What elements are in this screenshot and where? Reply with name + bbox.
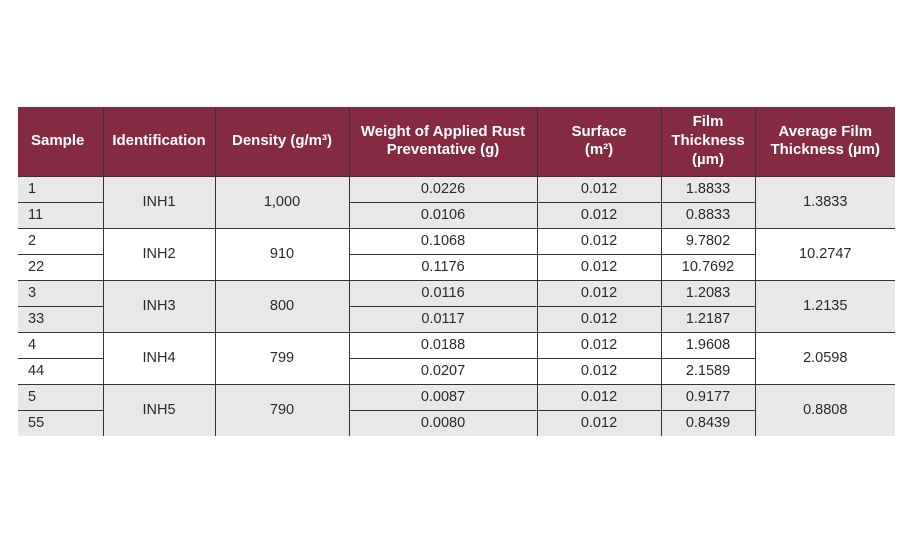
cell-sample: 44 (18, 357, 104, 385)
cell-weight: 0.0188 (348, 331, 538, 359)
cell-film-thickness: 10.7692 (660, 253, 756, 281)
cell-surface: 0.012 (536, 409, 662, 436)
cell-sample: 3 (18, 279, 104, 307)
table-row: 22 0.1176 0.012 10.7692 (18, 253, 895, 281)
cell-film-thickness: 1.2083 (660, 279, 756, 307)
cell-identification: INH4 (102, 331, 216, 385)
cell-film-thickness: 1.8833 (660, 175, 756, 203)
cell-weight: 0.0087 (348, 383, 538, 411)
cell-identification: INH5 (102, 383, 216, 436)
cell-sample: 4 (18, 331, 104, 359)
cell-film-thickness: 9.7802 (660, 227, 756, 255)
column-header-weight: Weight of Applied Rust Preventative (g) (348, 107, 538, 177)
cell-average-film-thickness: 10.2747 (754, 227, 895, 281)
column-header-film-thickness: Film Thickness (µm) (660, 107, 756, 177)
table-body: 1 INH1 1,000 0.0226 0.012 1.8833 1.3833 … (18, 175, 895, 436)
cell-average-film-thickness: 0.8808 (754, 383, 895, 436)
cell-film-thickness: 0.8833 (660, 201, 756, 229)
cell-surface: 0.012 (536, 383, 662, 411)
cell-density: 790 (214, 383, 350, 436)
cell-weight: 0.0116 (348, 279, 538, 307)
cell-average-film-thickness: 1.3833 (754, 175, 895, 229)
cell-surface: 0.012 (536, 175, 662, 203)
table-row: 2 INH2 910 0.1068 0.012 9.7802 10.2747 (18, 227, 895, 281)
column-header-density: Density (g/m³) (214, 107, 350, 177)
cell-film-thickness: 1.2187 (660, 305, 756, 333)
table-row: 3 INH3 800 0.0116 0.012 1.2083 1.2135 (18, 279, 895, 333)
table-row: 1 INH1 1,000 0.0226 0.012 1.8833 1.3833 (18, 175, 895, 229)
cell-weight: 0.0207 (348, 357, 538, 385)
column-header-surface: Surface (m²) (536, 107, 662, 177)
cell-weight: 0.0080 (348, 409, 538, 436)
column-header-sample: Sample (18, 107, 104, 177)
cell-film-thickness: 2.1589 (660, 357, 756, 385)
cell-density: 1,000 (214, 175, 350, 229)
cell-surface: 0.012 (536, 357, 662, 385)
cell-weight: 0.1068 (348, 227, 538, 255)
cell-surface: 0.012 (536, 279, 662, 307)
table-row: 4 INH4 799 0.0188 0.012 1.9608 2.0598 (18, 331, 895, 385)
cell-weight: 0.1176 (348, 253, 538, 281)
rust-preventative-film-thickness-table: Sample Identification Density (g/m³) Wei… (18, 107, 895, 436)
cell-average-film-thickness: 2.0598 (754, 331, 895, 385)
cell-sample: 55 (18, 409, 104, 436)
cell-identification: INH1 (102, 175, 216, 229)
cell-film-thickness: 0.8439 (660, 409, 756, 436)
table-row: 55 0.0080 0.012 0.8439 (18, 409, 895, 436)
table-header: Sample Identification Density (g/m³) Wei… (18, 107, 895, 177)
cell-weight: 0.0106 (348, 201, 538, 229)
cell-density: 800 (214, 279, 350, 333)
cell-surface: 0.012 (536, 331, 662, 359)
table-row: 5 INH5 790 0.0087 0.012 0.9177 0.8808 (18, 383, 895, 436)
cell-surface: 0.012 (536, 305, 662, 333)
cell-average-film-thickness: 1.2135 (754, 279, 895, 333)
cell-sample: 22 (18, 253, 104, 281)
cell-weight: 0.0226 (348, 175, 538, 203)
cell-density: 910 (214, 227, 350, 281)
cell-weight: 0.0117 (348, 305, 538, 333)
cell-sample: 33 (18, 305, 104, 333)
cell-film-thickness: 0.9177 (660, 383, 756, 411)
cell-sample: 5 (18, 383, 104, 411)
cell-surface: 0.012 (536, 253, 662, 281)
cell-surface: 0.012 (536, 227, 662, 255)
cell-identification: INH2 (102, 227, 216, 281)
column-header-identification: Identification (102, 107, 216, 177)
cell-sample: 1 (18, 175, 104, 203)
cell-density: 799 (214, 331, 350, 385)
cell-identification: INH3 (102, 279, 216, 333)
cell-sample: 2 (18, 227, 104, 255)
cell-sample: 11 (18, 201, 104, 229)
column-header-average-film-thickness: Average Film Thickness (µm) (754, 107, 895, 177)
cell-film-thickness: 1.9608 (660, 331, 756, 359)
header-row: Sample Identification Density (g/m³) Wei… (18, 107, 895, 177)
cell-surface: 0.012 (536, 201, 662, 229)
table-row: 33 0.0117 0.012 1.2187 (18, 305, 895, 333)
